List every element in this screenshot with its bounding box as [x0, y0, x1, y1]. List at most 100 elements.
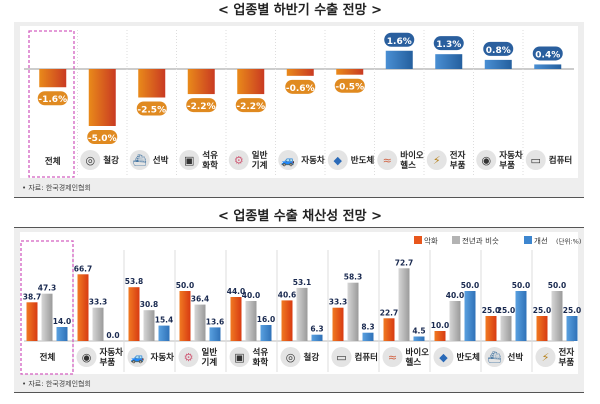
chart1-source: • 자료: 한국경제인협회: [22, 183, 91, 192]
category-label-line: 전자: [559, 347, 575, 358]
data-label: -5.0%: [88, 134, 117, 144]
bar-0-3: [179, 291, 191, 341]
data-label: 72.7: [395, 258, 414, 267]
ship-icon-bg: [129, 150, 150, 170]
category-label: 컴퓨터: [549, 155, 572, 166]
category-label: 바이오 헬스: [406, 347, 430, 368]
data-label: 40.0: [242, 291, 261, 300]
data-label: -2.2%: [236, 102, 265, 112]
petrochemical-icon-bg: [229, 347, 250, 367]
dna-icon: ≈: [377, 150, 398, 170]
bar-1-0: [41, 293, 53, 341]
machinery-icon: ⚙: [178, 347, 199, 367]
category-label: 전자 부품: [450, 150, 466, 171]
category-label: 석유 화학: [202, 150, 218, 171]
category-label: 선박: [153, 155, 169, 166]
data-label-pill: [235, 98, 266, 113]
bar-2-0: [56, 327, 68, 341]
legend-label-0: 악화: [424, 236, 438, 246]
bar-1-1: [92, 307, 104, 341]
category-label-line: 기계: [252, 160, 268, 171]
data-label-pill: [186, 98, 217, 113]
monitor-icon-bg: [525, 150, 546, 170]
category-label-line: 부품: [499, 161, 515, 171]
chart2-source: • 자료: 한국경제인협회: [22, 379, 91, 388]
bar-2-10: [566, 316, 578, 341]
category-label-line: 자동차: [151, 352, 175, 363]
bar-0-4: [230, 297, 242, 341]
data-label: 30.8: [140, 300, 159, 309]
data-label: -1.6%: [38, 95, 67, 105]
bar-9: [484, 59, 512, 69]
machinery-icon-bg: [178, 347, 199, 367]
data-label: 25.0: [482, 306, 501, 315]
steel-coil-icon-glyph: ◎: [286, 351, 296, 364]
monitor-icon-glyph: ▭: [531, 154, 541, 167]
category-label-line: 선박: [153, 155, 169, 166]
monitor-icon: ▭: [525, 150, 546, 170]
bar-1-10: [551, 291, 563, 341]
highlight-box-total: [20, 240, 74, 375]
data-label: 15.4: [155, 316, 174, 325]
semiconductor-icon-bg: [327, 150, 348, 170]
tire-icon: ◉: [76, 347, 97, 367]
car-icon-bg: [278, 150, 299, 170]
highlight-box-total: [28, 30, 75, 178]
tire-icon-bg: [76, 347, 97, 367]
petrochemical-icon: ▣: [229, 347, 250, 367]
data-label: 50.0: [512, 281, 531, 290]
bar-0-1: [77, 274, 89, 341]
bar-2-3: [209, 327, 221, 341]
data-label-pill: [483, 41, 514, 56]
data-label: 1.6%: [387, 37, 412, 47]
data-label-pill: [334, 78, 365, 93]
category-label: 전체: [45, 156, 61, 167]
data-label: 22.7: [380, 308, 399, 317]
category-label: 컴퓨터: [355, 352, 378, 363]
plug-icon-bg: [535, 347, 556, 367]
bar-0-6: [332, 307, 344, 341]
bar-2: [138, 69, 166, 98]
bar-0-5: [281, 300, 293, 341]
bar-1-4: [245, 301, 257, 341]
data-label: 16.0: [257, 315, 276, 324]
data-label: 6.3: [310, 325, 323, 334]
petrochemical-icon-bg: [179, 150, 200, 170]
car-icon-glyph: 🚙: [131, 351, 145, 364]
data-label: -0.6%: [286, 84, 315, 94]
car-icon: 🚙: [127, 347, 148, 367]
data-label: 50.0: [548, 281, 567, 290]
bar-8: [435, 54, 463, 69]
semiconductor-icon-bg: [433, 347, 454, 367]
legend-swatch-1: [452, 236, 460, 244]
bar-2-5: [311, 334, 323, 341]
category-label-line: 석유: [202, 150, 218, 161]
tire-icon-bg: [476, 150, 497, 170]
category-label: 선박: [508, 352, 524, 363]
bar-1-6: [347, 282, 359, 341]
tire-icon-glyph: ◉: [82, 351, 92, 364]
dna-icon-glyph: ≈: [383, 154, 392, 167]
category-label: 전자 부품: [559, 347, 575, 368]
machinery-icon: ⚙: [228, 150, 249, 170]
category-label-line: 화학: [202, 160, 218, 171]
tire-icon-glyph: ◉: [481, 154, 491, 167]
plug-icon: ⚡: [426, 150, 447, 170]
petrochemical-icon-glyph: ▣: [234, 351, 244, 364]
steel-coil-icon-bg: [280, 347, 301, 367]
category-label: 바이오 헬스: [400, 150, 424, 171]
data-label: 0.8%: [486, 46, 511, 56]
steel-coil-icon-bg: [80, 150, 101, 170]
bar-3: [187, 69, 215, 95]
data-label: 53.8: [125, 277, 144, 286]
data-label: 25.0: [563, 306, 582, 315]
dna-icon-bg: [377, 150, 398, 170]
data-label: 25.0: [533, 306, 552, 315]
bar-0-8: [434, 331, 446, 341]
data-label-pill: [433, 36, 464, 51]
data-label-pill: [384, 32, 415, 47]
category-label: 일반 기계: [202, 347, 218, 368]
category-label-line: 부품: [100, 358, 116, 368]
semiconductor-icon-glyph: ◆: [439, 351, 448, 364]
